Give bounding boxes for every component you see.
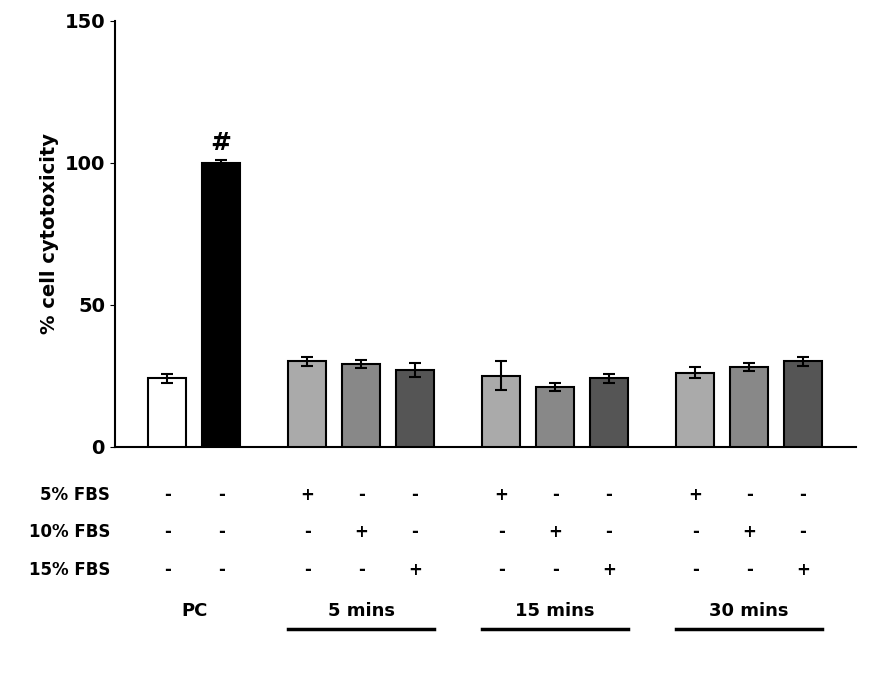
Text: +: + <box>796 561 810 579</box>
Text: +: + <box>688 486 702 504</box>
Text: -: - <box>412 523 418 541</box>
Text: -: - <box>691 523 699 541</box>
Text: -: - <box>745 561 752 579</box>
Y-axis label: % cell cytotoxicity: % cell cytotoxicity <box>40 133 59 334</box>
Bar <box>482 376 520 447</box>
Text: -: - <box>218 561 225 579</box>
Text: -: - <box>552 561 558 579</box>
Bar <box>590 379 628 447</box>
Text: +: + <box>549 523 562 541</box>
Text: -: - <box>164 523 170 541</box>
Text: -: - <box>304 523 310 541</box>
Text: -: - <box>745 486 752 504</box>
Text: +: + <box>742 523 756 541</box>
Bar <box>148 379 186 447</box>
Text: 5% FBS: 5% FBS <box>41 486 110 504</box>
Bar <box>396 370 434 447</box>
Bar <box>676 373 714 447</box>
Text: -: - <box>164 561 170 579</box>
Text: -: - <box>412 486 418 504</box>
Text: 15 mins: 15 mins <box>515 602 594 620</box>
Bar <box>536 387 574 447</box>
Text: -: - <box>800 523 806 541</box>
Text: -: - <box>606 523 612 541</box>
Text: 15% FBS: 15% FBS <box>29 561 110 579</box>
Text: -: - <box>497 561 505 579</box>
Text: 10% FBS: 10% FBS <box>29 523 110 541</box>
Text: +: + <box>494 486 508 504</box>
Text: -: - <box>218 486 225 504</box>
Text: -: - <box>606 486 612 504</box>
Text: 5 mins: 5 mins <box>328 602 394 620</box>
Text: -: - <box>218 523 225 541</box>
Text: +: + <box>301 486 314 504</box>
Text: PC: PC <box>181 602 207 620</box>
Text: -: - <box>800 486 806 504</box>
Bar <box>202 163 240 447</box>
Text: -: - <box>497 523 505 541</box>
Bar <box>342 364 380 447</box>
Text: -: - <box>304 561 310 579</box>
Text: +: + <box>408 561 422 579</box>
Text: -: - <box>358 486 364 504</box>
Text: #: # <box>211 131 232 155</box>
Text: -: - <box>164 486 170 504</box>
Bar <box>730 367 768 447</box>
Text: -: - <box>358 561 364 579</box>
Text: +: + <box>355 523 368 541</box>
Text: 30 mins: 30 mins <box>709 602 789 620</box>
Bar <box>784 361 822 447</box>
Text: -: - <box>691 561 699 579</box>
Text: +: + <box>602 561 616 579</box>
Bar <box>288 361 326 447</box>
Text: -: - <box>552 486 558 504</box>
